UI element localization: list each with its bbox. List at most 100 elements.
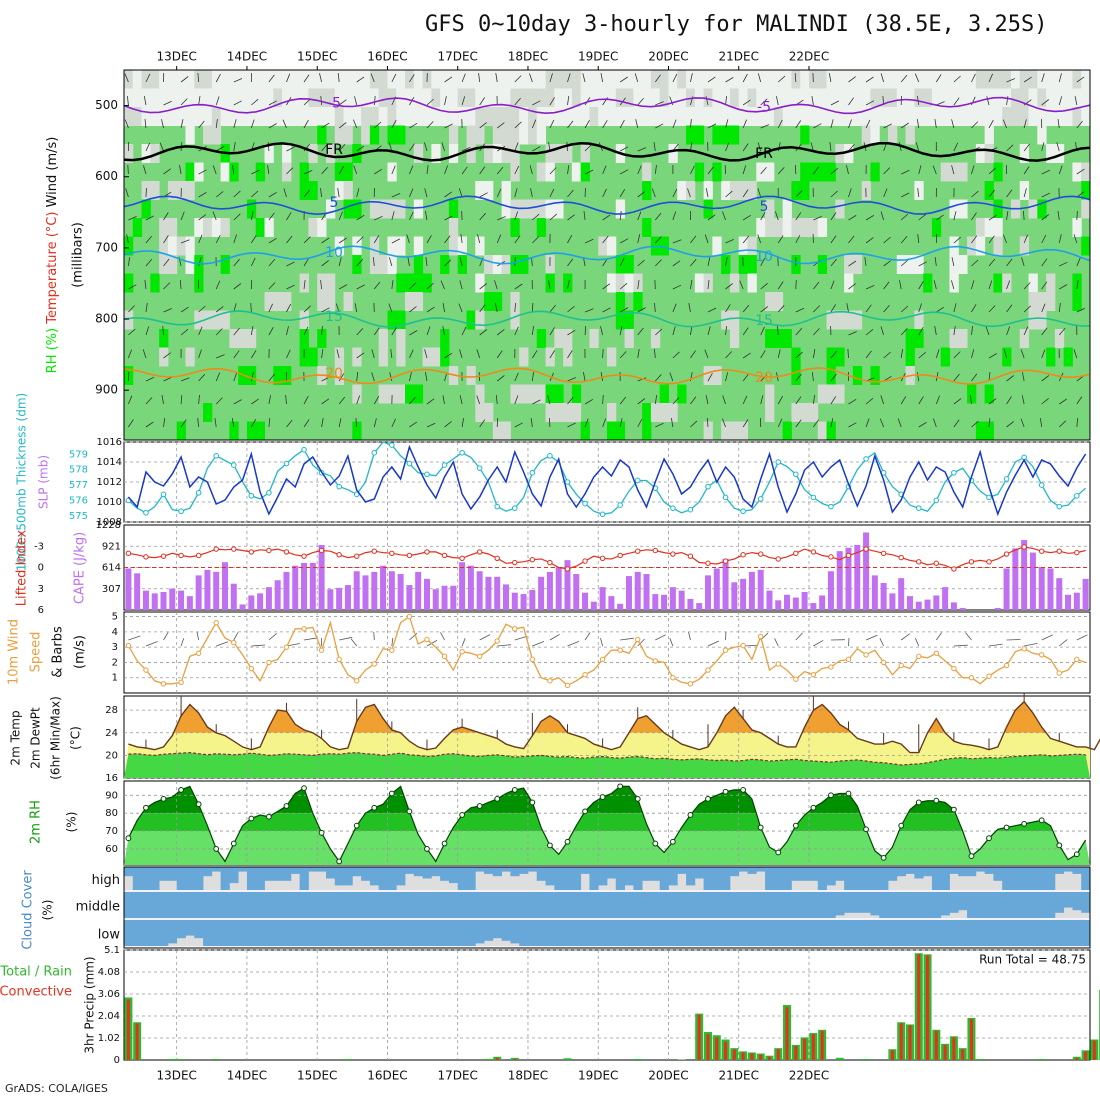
li-point [248, 549, 255, 555]
wind-barb [338, 99, 347, 106]
wind-barb [988, 280, 993, 290]
wind-barb [233, 283, 242, 290]
slp-ylabel: SLP (mb) [37, 455, 51, 509]
precip-total-bar [177, 1058, 186, 1060]
cape-bar [423, 578, 430, 610]
cloud-cell [1072, 867, 1082, 874]
rh-cell [1037, 292, 1047, 311]
wind-barb [458, 188, 463, 198]
rh-cell [1002, 347, 1012, 367]
wind-barb [953, 211, 957, 221]
wind-barb [1023, 282, 1031, 290]
wind-barb [320, 188, 322, 198]
rh-cell [361, 70, 371, 89]
rh-cell [150, 273, 160, 293]
rh-cell [949, 162, 959, 182]
wind-barb [672, 351, 680, 359]
wind-barb [268, 192, 277, 198]
wind-barb [1041, 142, 1045, 152]
wind-barb [163, 352, 172, 359]
wind-barb [1041, 73, 1045, 83]
rh-cell [852, 88, 863, 108]
rh-cell [536, 384, 547, 404]
rh-cell [167, 218, 178, 237]
cape-bar [283, 571, 290, 610]
wind-speed-point [845, 656, 852, 663]
y-tick-label: 700 [95, 240, 118, 254]
thickness-point [1056, 503, 1063, 510]
li-point [371, 548, 377, 554]
rh-cell [870, 70, 880, 89]
wind-barb [444, 215, 453, 221]
cloud-cell [387, 892, 397, 918]
surface-wind-barb [532, 641, 545, 647]
cloud-cell [826, 920, 836, 946]
wind-barb [690, 73, 693, 83]
rh-cell [729, 310, 740, 330]
cloud-cell [273, 892, 283, 918]
rh-cell [703, 181, 713, 200]
wind-barb [549, 97, 555, 106]
rh-cell [238, 88, 248, 108]
li-point [1003, 551, 1010, 557]
date-label-top: 16DEC [367, 50, 407, 64]
cloud-cell [150, 920, 160, 946]
cloud-cell [1010, 920, 1021, 946]
wind-barb [320, 280, 322, 290]
rh-point [634, 795, 641, 802]
cloud-cell [1054, 920, 1065, 946]
wind-barb [128, 284, 137, 290]
wind-barb [532, 236, 539, 244]
cloud-cell [923, 867, 933, 877]
rh-point [933, 797, 940, 804]
cloud-cell [835, 867, 845, 881]
contour-label: 10 [755, 249, 773, 265]
cloud-cell [598, 867, 608, 886]
cloud-cell [984, 892, 994, 918]
wind-barb [391, 165, 396, 175]
cloud-cell [580, 892, 590, 918]
wind-barb [529, 73, 533, 83]
rh-cell [194, 70, 204, 89]
wind-barb [742, 373, 749, 382]
wind-barb [1006, 326, 1011, 336]
wind-barb [988, 235, 995, 244]
wind-barb [142, 349, 147, 359]
contour-label: 10 [325, 245, 343, 261]
thickness-line [127, 441, 1087, 515]
cloud-cell [282, 892, 292, 918]
cape-bar [959, 607, 966, 610]
rh-cell [984, 125, 994, 145]
cape-bar [555, 567, 562, 610]
cloud-cell [229, 867, 239, 884]
wind-barb [268, 303, 273, 313]
rh-cell [431, 88, 441, 108]
cloud-cell [378, 867, 388, 890]
wind-barb [672, 211, 677, 221]
li-point [1056, 548, 1062, 554]
wind-barb [813, 281, 820, 290]
wind-barb [760, 350, 766, 359]
thickness-tick: 575 [69, 511, 88, 522]
cloud-cell [914, 892, 924, 918]
wind-speed-point [336, 656, 342, 663]
rh-cell [747, 236, 757, 256]
cloud-cell [290, 867, 301, 874]
wind-barb [567, 350, 573, 359]
rh-cell [510, 107, 520, 126]
rh-cell [975, 107, 986, 126]
cloud-cell [475, 892, 485, 918]
thickness-point [389, 442, 395, 448]
rh-cell [650, 88, 661, 108]
li-ylabel: Lifted Index [15, 529, 30, 606]
rh-cell [545, 107, 555, 126]
wind-barb [865, 418, 870, 428]
cloud-cell [729, 867, 740, 877]
cloud-cell [457, 920, 467, 946]
wind-barb [567, 214, 575, 221]
rh-cell [422, 347, 432, 367]
wind-barb [669, 372, 674, 382]
cape-bar [915, 601, 922, 610]
cloud-cell [203, 920, 213, 946]
wind-speed-point [617, 647, 623, 653]
